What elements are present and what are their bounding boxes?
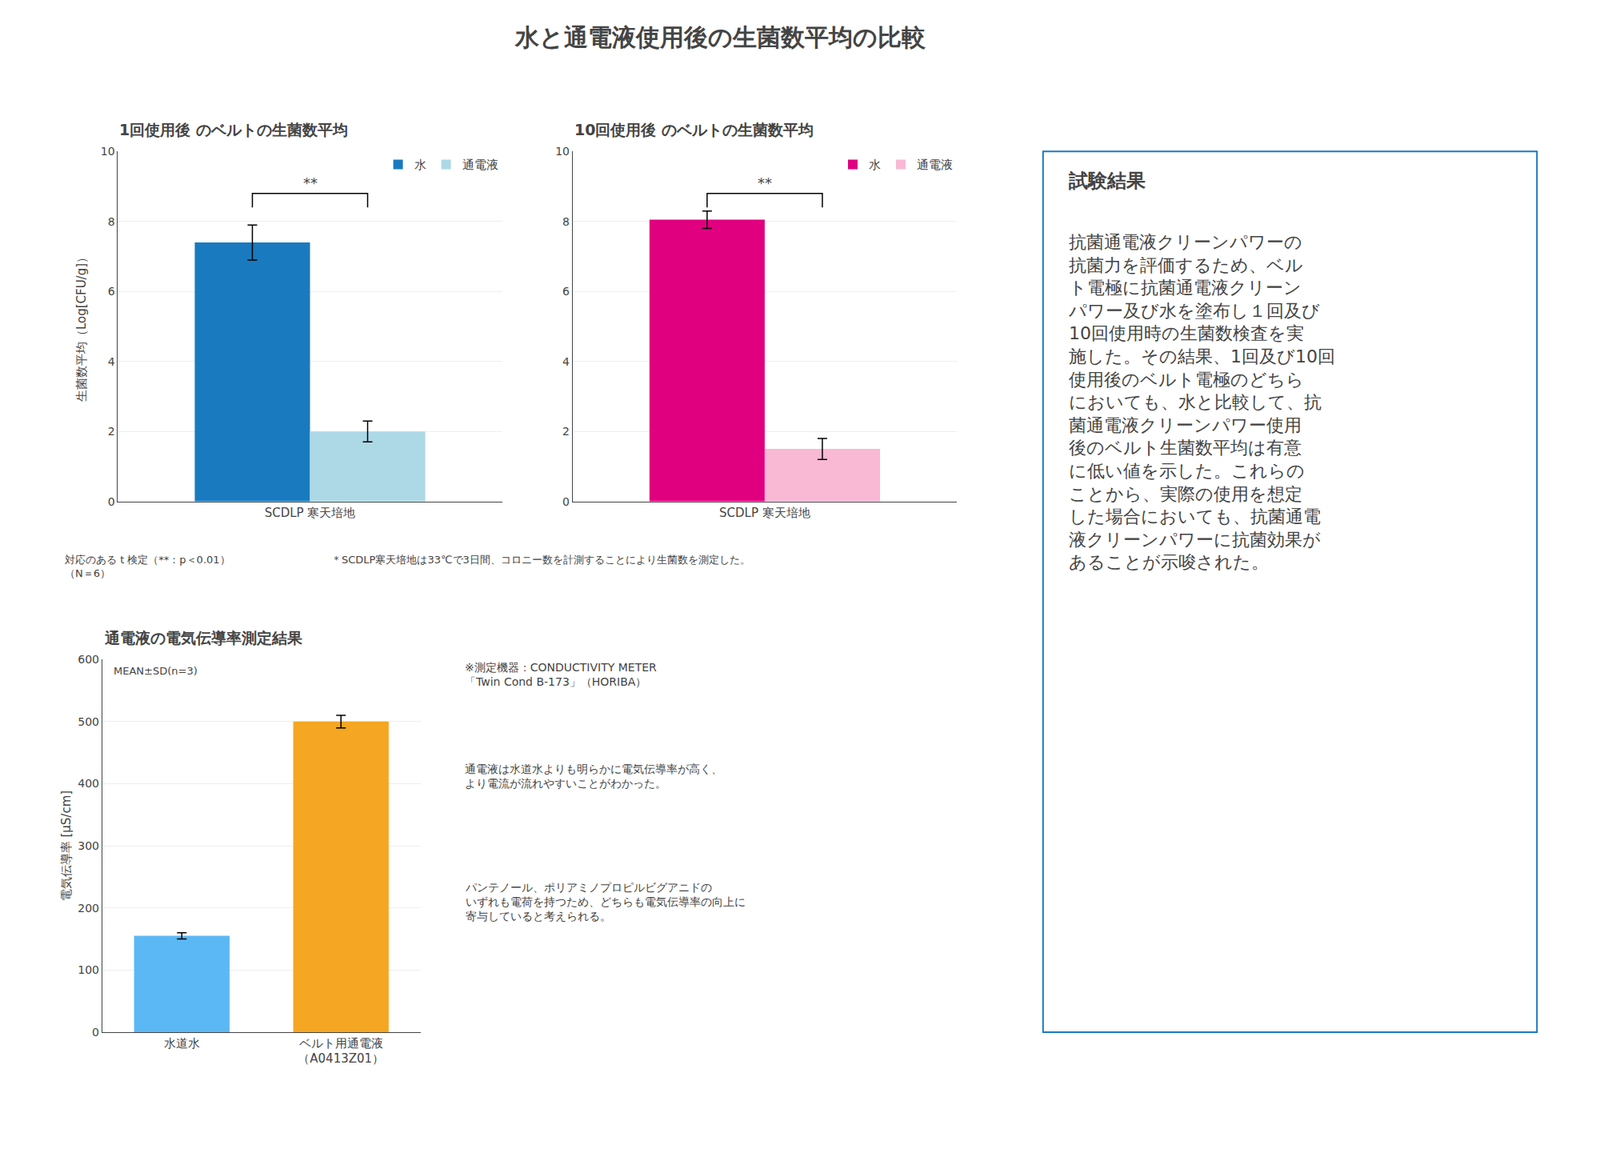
svg-text:4: 4 xyxy=(562,355,570,368)
svg-text:4: 4 xyxy=(108,355,116,368)
svg-text:水: 水 xyxy=(414,157,427,172)
svg-text:通電液は水道水よりも明らかに電気伝導率が高く、より電流が流れ: 通電液は水道水よりも明らかに電気伝導率が高く、より電流が流れやすいことがわかった… xyxy=(464,762,723,790)
svg-text:400: 400 xyxy=(77,776,100,790)
svg-text:SCDLP 寒天培地: SCDLP 寒天培地 xyxy=(719,505,811,520)
svg-text:1回使用後 のベルトの生菌数平均: 1回使用後 のベルトの生菌数平均 xyxy=(119,120,348,139)
svg-text:10: 10 xyxy=(100,144,116,158)
svg-text:水道水: 水道水 xyxy=(164,1036,200,1051)
svg-text:試験結果: 試験結果 xyxy=(1068,169,1146,192)
svg-text:300: 300 xyxy=(77,839,100,852)
svg-text:通電液: 通電液 xyxy=(462,157,499,172)
svg-text:水: 水 xyxy=(868,157,881,172)
svg-text:10: 10 xyxy=(555,144,570,158)
svg-text:水と通電液使用後の生菌数平均の比較: 水と通電液使用後の生菌数平均の比較 xyxy=(514,23,926,52)
svg-text:500: 500 xyxy=(77,715,100,728)
svg-text:8: 8 xyxy=(562,215,570,228)
svg-text:10回使用後 のベルトの生菌数平均: 10回使用後 のベルトの生菌数平均 xyxy=(574,120,814,139)
svg-text:8: 8 xyxy=(108,215,116,228)
svg-text:6: 6 xyxy=(562,284,570,298)
svg-text:※測定機器：CONDUCTIVITY METER「Twin: ※測定機器：CONDUCTIVITY METER「Twin Cond B-173… xyxy=(464,660,657,688)
svg-text:**: ** xyxy=(303,174,318,192)
svg-text:ベルト用通電液（A0413Z01）: ベルト用通電液（A0413Z01） xyxy=(297,1036,384,1067)
svg-text:対応のある t 検定（**：p＜0.01）（N＝6）: 対応のある t 検定（**：p＜0.01）（N＝6） xyxy=(64,553,231,580)
svg-text:200: 200 xyxy=(77,901,100,915)
svg-text:SCDLP 寒天培地: SCDLP 寒天培地 xyxy=(264,505,356,520)
svg-text:100: 100 xyxy=(77,963,100,976)
svg-text:抗菌通電液クリーンパワーの抗菌力を評価するため、ベルト電極に: 抗菌通電液クリーンパワーの抗菌力を評価するため、ベルト電極に抗菌通電液クリーンパ… xyxy=(1068,232,1336,572)
svg-text:2: 2 xyxy=(108,424,116,438)
svg-text:0: 0 xyxy=(108,495,116,508)
svg-text:0: 0 xyxy=(92,1025,100,1039)
svg-text:**: ** xyxy=(757,174,772,192)
svg-text:通電液の電気伝導率測定結果: 通電液の電気伝導率測定結果 xyxy=(104,628,304,647)
svg-text:パンテノール、ポリアミノプロピルビグアニドのいずれも電荷を持: パンテノール、ポリアミノプロピルビグアニドのいずれも電荷を持つため、どちらも電気… xyxy=(464,880,746,923)
svg-text:通電液: 通電液 xyxy=(916,157,953,172)
svg-text:＊SCDLP寒天培地は33℃で3日間、コロニー数を計測するこ: ＊SCDLP寒天培地は33℃で3日間、コロニー数を計測することにより生菌数を測定… xyxy=(331,553,751,566)
svg-text:600: 600 xyxy=(77,652,100,666)
svg-text:2: 2 xyxy=(562,424,570,438)
svg-text:電気伝導率 [μS/cm]: 電気伝導率 [μS/cm] xyxy=(59,790,74,901)
svg-text:生菌数平均（Log[CFU/g]）: 生菌数平均（Log[CFU/g]） xyxy=(74,251,89,402)
svg-text:MEAN±SD(n=3): MEAN±SD(n=3) xyxy=(113,664,198,677)
svg-text:6: 6 xyxy=(108,284,116,298)
svg-text:0: 0 xyxy=(562,495,570,508)
